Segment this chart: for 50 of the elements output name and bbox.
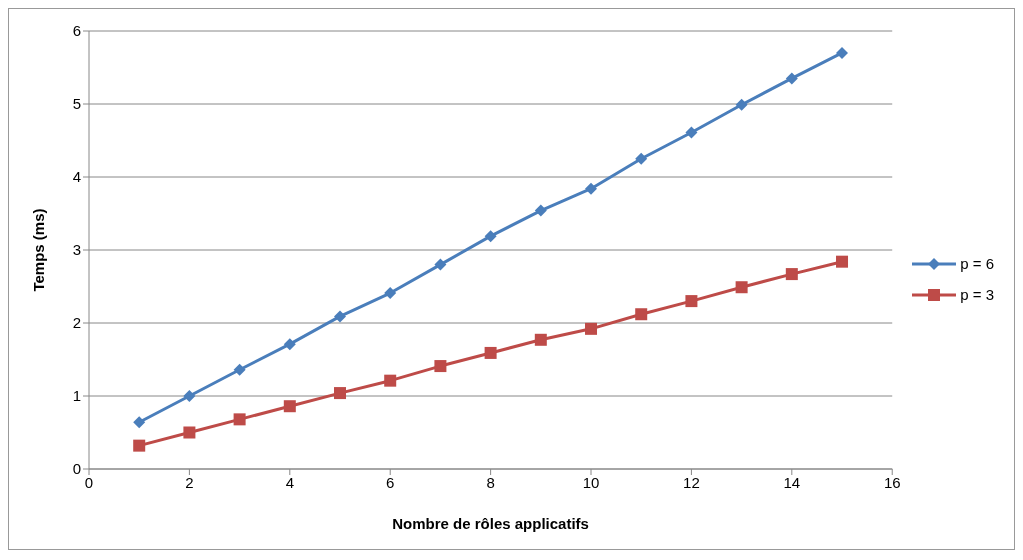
x-tick-label: 16 <box>883 473 901 491</box>
point <box>585 182 598 195</box>
point <box>635 308 648 321</box>
point <box>183 390 196 402</box>
point <box>534 204 547 217</box>
point <box>785 268 798 281</box>
y-tick-label: 1 <box>72 387 81 405</box>
legend-label: p = 3 <box>960 286 994 303</box>
point <box>434 360 447 373</box>
y-tick-label: 2 <box>72 314 81 332</box>
legend-label: p = 6 <box>960 255 994 272</box>
point <box>334 387 347 400</box>
point <box>283 400 296 413</box>
point <box>484 346 497 359</box>
point <box>183 426 196 439</box>
x-tick-label: 0 <box>84 473 94 491</box>
y-axis-title: Temps (ms) <box>30 208 48 292</box>
y-tick-label: 0 <box>72 460 81 478</box>
point <box>735 281 748 294</box>
point <box>785 72 798 85</box>
point <box>685 126 698 139</box>
y-tick-label: 6 <box>72 22 81 40</box>
x-tick-label: 12 <box>683 473 700 491</box>
point <box>534 333 547 346</box>
point <box>384 287 397 300</box>
point <box>685 295 698 308</box>
x-axis-title: Nombre de rôles applicatifs <box>392 515 589 532</box>
point <box>836 46 849 59</box>
x-tick-label: 2 <box>185 473 194 491</box>
point <box>484 230 497 243</box>
x-tick-label: 4 <box>285 473 294 491</box>
x-tick-label: 14 <box>783 473 801 491</box>
x-tick-label: 8 <box>486 473 495 491</box>
point <box>836 255 849 268</box>
point <box>384 374 397 387</box>
x-tick-label: 6 <box>386 473 395 491</box>
point <box>735 98 748 111</box>
point <box>133 439 146 452</box>
point <box>283 338 296 351</box>
point <box>233 413 246 426</box>
point <box>585 322 598 335</box>
point <box>334 310 347 323</box>
point <box>434 258 447 271</box>
y-tick-label: 3 <box>72 241 81 259</box>
point <box>233 363 246 376</box>
point <box>133 416 146 429</box>
point <box>635 152 648 165</box>
y-tick-label: 5 <box>72 95 81 113</box>
x-tick-label: 10 <box>582 473 600 491</box>
y-tick-label: 4 <box>72 168 81 186</box>
